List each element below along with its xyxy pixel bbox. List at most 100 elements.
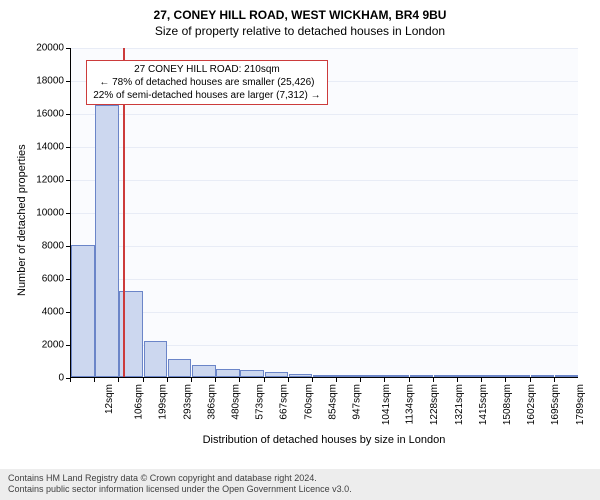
x-tick-label: 1695sqm bbox=[551, 384, 562, 425]
histogram-bar bbox=[385, 375, 409, 377]
x-tick-mark bbox=[143, 378, 144, 382]
chart-title-sub: Size of property relative to detached ho… bbox=[0, 22, 600, 38]
x-tick-label: 854sqm bbox=[327, 384, 338, 420]
x-tick-mark bbox=[384, 378, 385, 382]
x-tick-label: 293sqm bbox=[182, 384, 193, 420]
y-tick-mark bbox=[66, 48, 70, 49]
gridline bbox=[71, 312, 578, 313]
chart-plot-area: 27 CONEY HILL ROAD: 210sqm← 78% of detac… bbox=[70, 48, 578, 378]
y-tick-mark bbox=[66, 180, 70, 181]
x-tick-label: 1041sqm bbox=[381, 384, 392, 425]
x-tick-mark bbox=[530, 378, 531, 382]
histogram-bar bbox=[71, 245, 95, 377]
x-tick-mark bbox=[239, 378, 240, 382]
gridline bbox=[71, 114, 578, 115]
histogram-bar bbox=[555, 375, 579, 377]
x-tick-label: 199sqm bbox=[158, 384, 169, 420]
gridline bbox=[71, 279, 578, 280]
histogram-bar bbox=[482, 375, 506, 377]
histogram-bar bbox=[240, 370, 264, 377]
x-tick-label: 1602sqm bbox=[526, 384, 537, 425]
y-tick-mark bbox=[66, 213, 70, 214]
histogram-bar bbox=[434, 375, 458, 377]
x-tick-label: 573sqm bbox=[255, 384, 266, 420]
y-tick-mark bbox=[66, 279, 70, 280]
y-tick-label: 18000 bbox=[28, 76, 64, 87]
x-tick-label: 760sqm bbox=[303, 384, 314, 420]
x-tick-mark bbox=[264, 378, 265, 382]
x-tick-label: 12sqm bbox=[104, 384, 115, 414]
x-tick-label: 106sqm bbox=[134, 384, 145, 420]
x-tick-label: 480sqm bbox=[231, 384, 242, 420]
footer-line1: Contains HM Land Registry data © Crown c… bbox=[8, 473, 592, 485]
y-tick-mark bbox=[66, 147, 70, 148]
y-tick-mark bbox=[66, 81, 70, 82]
chart-title-main: 27, CONEY HILL ROAD, WEST WICKHAM, BR4 9… bbox=[0, 0, 600, 22]
x-tick-mark bbox=[191, 378, 192, 382]
y-tick-mark bbox=[66, 312, 70, 313]
histogram-bar bbox=[95, 105, 119, 377]
x-tick-mark bbox=[481, 378, 482, 382]
y-axis-title: Number of detached properties bbox=[16, 144, 28, 296]
x-axis-title: Distribution of detached houses by size … bbox=[70, 434, 578, 446]
y-tick-label: 8000 bbox=[28, 241, 64, 252]
histogram-bar bbox=[410, 375, 434, 377]
histogram-bar bbox=[289, 374, 313, 377]
x-tick-mark bbox=[457, 378, 458, 382]
x-tick-mark bbox=[312, 378, 313, 382]
x-tick-mark bbox=[215, 378, 216, 382]
x-tick-label: 1228sqm bbox=[430, 384, 441, 425]
gridline bbox=[71, 147, 578, 148]
annotation-line: 22% of semi-detached houses are larger (… bbox=[93, 89, 320, 102]
x-tick-label: 667sqm bbox=[279, 384, 290, 420]
histogram-bar bbox=[313, 375, 337, 377]
x-tick-mark bbox=[167, 378, 168, 382]
x-tick-label: 1789sqm bbox=[575, 384, 586, 425]
gridline bbox=[71, 48, 578, 49]
y-tick-mark bbox=[66, 246, 70, 247]
y-tick-mark bbox=[66, 345, 70, 346]
y-tick-label: 14000 bbox=[28, 142, 64, 153]
annotation-line: ← 78% of detached houses are smaller (25… bbox=[93, 76, 320, 89]
x-tick-mark bbox=[288, 378, 289, 382]
footer: Contains HM Land Registry data © Crown c… bbox=[0, 469, 600, 500]
x-tick-mark bbox=[433, 378, 434, 382]
y-tick-mark bbox=[66, 114, 70, 115]
annotation-line: 27 CONEY HILL ROAD: 210sqm bbox=[93, 63, 320, 76]
x-tick-mark bbox=[505, 378, 506, 382]
x-tick-mark bbox=[554, 378, 555, 382]
y-tick-label: 10000 bbox=[28, 208, 64, 219]
y-tick-label: 12000 bbox=[28, 175, 64, 186]
histogram-bar bbox=[216, 369, 240, 377]
x-tick-mark bbox=[94, 378, 95, 382]
histogram-bar bbox=[265, 372, 289, 377]
footer-line2: Contains public sector information licen… bbox=[8, 484, 592, 496]
histogram-bar bbox=[337, 375, 361, 377]
histogram-bar bbox=[192, 365, 216, 377]
histogram-bar bbox=[531, 375, 555, 377]
x-tick-label: 1321sqm bbox=[454, 384, 465, 425]
histogram-bar bbox=[506, 375, 530, 377]
x-tick-label: 386sqm bbox=[206, 384, 217, 420]
x-tick-mark bbox=[336, 378, 337, 382]
x-tick-mark bbox=[360, 378, 361, 382]
x-tick-mark bbox=[118, 378, 119, 382]
x-tick-label: 947sqm bbox=[351, 384, 362, 420]
annotation-box: 27 CONEY HILL ROAD: 210sqm← 78% of detac… bbox=[86, 60, 327, 105]
histogram-bar bbox=[458, 375, 482, 377]
x-tick-mark bbox=[70, 378, 71, 382]
y-tick-label: 4000 bbox=[28, 307, 64, 318]
x-tick-label: 1415sqm bbox=[478, 384, 489, 425]
histogram-bar bbox=[144, 341, 168, 377]
x-tick-label: 1508sqm bbox=[502, 384, 513, 425]
gridline bbox=[71, 180, 578, 181]
histogram-bar bbox=[168, 359, 192, 377]
y-tick-label: 16000 bbox=[28, 109, 64, 120]
gridline bbox=[71, 246, 578, 247]
y-tick-label: 6000 bbox=[28, 274, 64, 285]
y-tick-label: 0 bbox=[28, 373, 64, 384]
gridline bbox=[71, 213, 578, 214]
histogram-bar bbox=[361, 375, 385, 377]
y-tick-label: 2000 bbox=[28, 340, 64, 351]
x-tick-mark bbox=[409, 378, 410, 382]
